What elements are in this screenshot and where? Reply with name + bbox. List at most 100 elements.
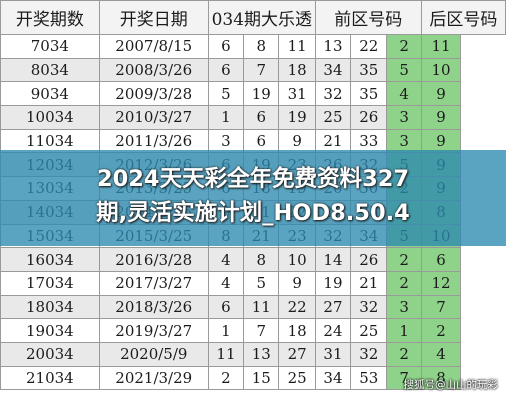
date-cell: 2019/3/27 [98,318,209,343]
date-cell: 2011/3/26 [98,128,209,154]
front-number-cell: 32 [350,341,388,367]
front-number-cell: 27 [314,294,352,320]
front-number-cell: 6 [243,128,280,154]
front-number-cell: 26 [350,247,388,272]
front-number-cell: 13 [243,341,280,367]
back-number-cell: 9 [420,81,462,107]
back-number-cell: 5 [386,57,422,83]
front-number-cell: 8 [243,34,280,59]
front-number-cell: 33 [350,128,388,154]
front-number-cell: 14 [314,247,352,272]
front-number-cell: 34 [314,57,352,83]
front-number-cell: 9 [278,270,316,296]
back-number-cell: 2 [420,318,462,343]
table-row: 21034 2021/3/29 2 15 25 34 53 7 8 [0,365,506,391]
back-number-cell: 9 [420,128,462,154]
date-cell: 2021/3/29 [98,365,209,391]
header-date: 开奖日期 [98,0,209,35]
issue-cell: 10034 [0,105,100,130]
front-number-cell: 18 [278,318,316,343]
back-number-cell: 2 [386,341,422,367]
front-number-cell: 6 [243,105,280,130]
issue-cell: 8034 [0,57,100,83]
front-number-cell: 19 [243,81,280,107]
back-number-cell: 1 [386,318,422,343]
back-number-cell: 4 [420,341,462,367]
date-cell: 2017/3/27 [98,270,209,296]
table-row: 17034 2017/3/27 4 5 9 19 21 2 12 [0,270,506,296]
issue-cell: 9034 [0,81,100,107]
front-number-cell: 3 [207,128,245,154]
front-number-cell: 7 [243,318,280,343]
header-back: 后区号码 [420,0,506,35]
front-number-cell: 10 [278,247,316,272]
front-number-cell: 32 [314,81,352,107]
front-number-cell: 6 [207,57,245,83]
front-number-cell: 19 [314,270,352,296]
front-number-cell: 11 [278,34,316,59]
table-header-row: 开奖期数 开奖日期 034期大乐透 前区号码 后区号码 [0,0,506,35]
front-number-cell: 25 [350,318,388,343]
date-cell: 2009/3/28 [98,81,209,107]
front-number-cell: 1 [207,318,245,343]
front-number-cell: 34 [314,365,352,391]
front-number-cell: 25 [314,105,352,130]
back-number-cell: 10 [420,57,462,83]
header-issue: 开奖期数 [0,0,100,35]
table-row: 10034 2010/3/27 1 6 19 25 26 3 9 [0,105,506,130]
front-number-cell: 15 [243,365,280,391]
back-number-cell: 3 [386,294,422,320]
title-banner-text: 2024天天彩全年免费资料327 期,灵活实施计划_HOD8.50.4 [0,162,506,230]
back-number-cell: 3 [386,128,422,154]
front-number-cell: 2 [207,365,245,391]
title-banner [0,150,506,246]
front-number-cell: 24 [314,318,352,343]
table-row: 16034 2016/3/28 4 8 10 14 26 2 6 [0,247,506,272]
issue-cell: 20034 [0,341,100,367]
front-number-cell: 19 [278,105,316,130]
back-number-cell: 8 [420,365,462,391]
back-number-cell: 2 [386,247,422,272]
front-number-cell: 26 [350,105,388,130]
back-number-cell: 3 [386,105,422,130]
back-number-cell: 2 [386,270,422,296]
issue-cell: 17034 [0,270,100,296]
back-number-cell: 7 [420,294,462,320]
front-number-cell: 22 [350,34,388,59]
front-number-cell: 9 [278,128,316,154]
issue-cell: 16034 [0,247,100,272]
date-cell: 2010/3/27 [98,105,209,130]
issue-cell: 7034 [0,34,100,59]
front-number-cell: 11 [207,341,245,367]
back-number-cell: 4 [386,81,422,107]
header-lotto: 034期大乐透 [207,0,316,35]
front-number-cell: 21 [350,270,388,296]
date-cell: 2008/3/26 [98,57,209,83]
front-number-cell: 22 [278,294,316,320]
back-number-cell: 7 [386,365,422,391]
header-front: 前区号码 [314,0,422,35]
front-number-cell: 6 [207,294,245,320]
front-number-cell: 53 [350,365,388,391]
front-number-cell: 11 [243,294,280,320]
front-number-cell: 8 [243,247,280,272]
back-number-cell: 2 [386,34,422,59]
front-number-cell: 27 [278,341,316,367]
date-cell: 2016/3/28 [98,247,209,272]
front-number-cell: 1 [207,105,245,130]
front-number-cell: 4 [207,247,245,272]
table-row: 20034 2020/5/9 11 13 27 31 32 2 4 [0,341,506,367]
front-number-cell: 25 [278,365,316,391]
table-row: 8034 2008/3/26 6 7 18 34 35 5 10 [0,57,506,83]
front-number-cell: 31 [278,81,316,107]
table-row: 7034 2007/8/15 6 8 11 13 22 2 11 [0,34,506,59]
date-cell: 2007/8/15 [98,34,209,59]
back-number-cell: 11 [420,34,462,59]
date-cell: 2020/5/9 [98,341,209,367]
table-row: 18034 2018/3/26 6 11 22 27 32 3 7 [0,294,506,320]
date-cell: 2018/3/26 [98,294,209,320]
table-row: 19034 2019/3/27 1 7 18 24 25 1 2 [0,318,506,343]
issue-cell: 19034 [0,318,100,343]
front-number-cell: 13 [314,34,352,59]
